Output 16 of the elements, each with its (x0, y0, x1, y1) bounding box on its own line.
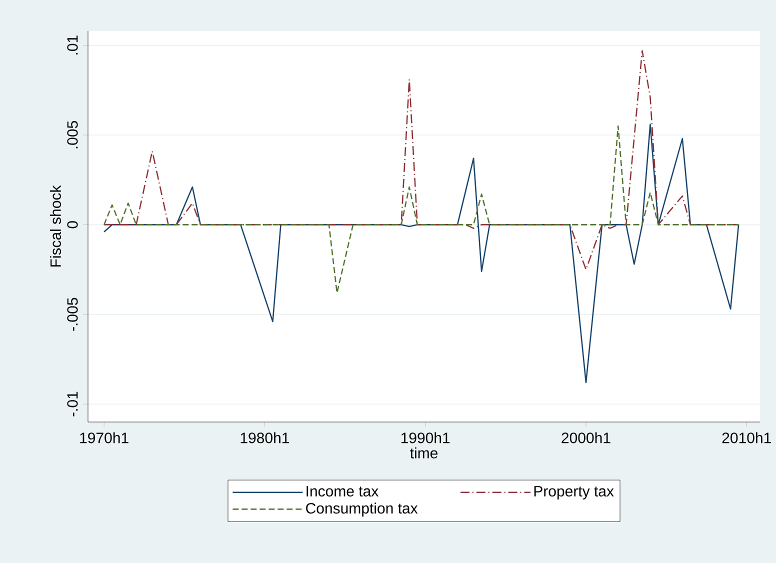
legend-label: Property tax (534, 486, 614, 500)
y-tick-label: -.01 (67, 392, 78, 416)
line-series (103, 125, 740, 294)
x-axis-title: time (410, 447, 438, 458)
x-tick-label: 2000h1 (562, 432, 610, 444)
x-tick-label: 1990h1 (401, 432, 450, 444)
y-tick-label: 0 (67, 221, 78, 228)
x-tick-label: 1980h1 (240, 432, 289, 444)
y-tick-label: .005 (67, 121, 78, 148)
y-tick-label: -.005 (67, 298, 78, 331)
legend-label: Consumption tax (306, 502, 418, 517)
legend-label: Income tax (306, 486, 378, 497)
y-tick-label: .01 (67, 36, 78, 54)
x-tick-label: 2010h1 (722, 432, 771, 444)
x-tick-label: 1970h1 (80, 432, 128, 444)
y-axis-title: Fiscal shock (50, 185, 61, 267)
